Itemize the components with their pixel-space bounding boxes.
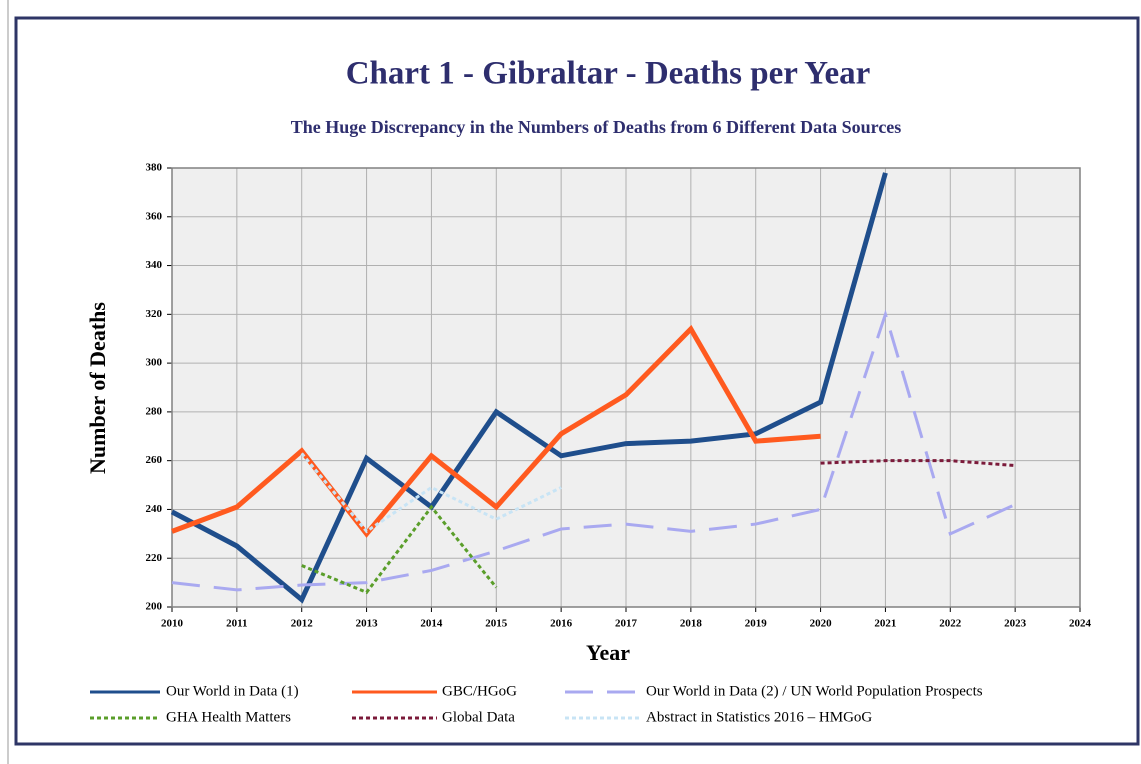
series-line [300, 452, 562, 534]
x-tick-label: 2018 [680, 618, 703, 630]
y-tick-label: 260 [146, 454, 163, 466]
legend-label: GBC/HGoG [442, 683, 517, 699]
x-tick-label: 2021 [874, 618, 896, 630]
x-tick-label: 2014 [420, 618, 443, 630]
y-tick-label: 200 [146, 601, 163, 613]
y-tick-label: 220 [146, 552, 163, 564]
y-tick-label: 380 [146, 162, 163, 174]
y-tick-label: 360 [146, 210, 163, 222]
y-tick-label: 320 [146, 308, 163, 320]
x-tick-label: 2022 [939, 618, 962, 630]
x-tick-label: 2017 [615, 618, 638, 630]
chart-title: Chart 1 - Gibraltar - Deaths per Year [346, 56, 871, 92]
series-line [171, 309, 1016, 592]
legend-label: Our World in Data (1) [166, 683, 299, 699]
series-line [820, 459, 1016, 468]
x-tick-label: 2020 [810, 618, 833, 630]
x-tick-label: 2010 [161, 618, 184, 630]
x-tick-label: 2023 [1004, 618, 1027, 630]
x-tick-label: 2013 [356, 618, 379, 630]
legend-label: Global Data [442, 709, 515, 725]
y-tick-label: 300 [146, 357, 163, 369]
x-tick-label: 2016 [550, 618, 573, 630]
plot-border [171, 167, 1081, 608]
series-line [170, 172, 888, 604]
x-axis-label: Year [586, 640, 630, 665]
y-tick-label: 340 [146, 259, 163, 271]
series-line [301, 504, 498, 595]
legend-label: Our World in Data (2) / UN World Populat… [646, 683, 983, 699]
x-tick-label: 2019 [745, 618, 768, 630]
y-axis-label: Number of Deaths [85, 302, 110, 474]
x-tick-label: 2024 [1069, 618, 1092, 630]
chart-subtitle: The Huge Discrepancy in the Numbers of D… [291, 117, 902, 137]
series-line [171, 324, 821, 538]
x-tick-label: 2015 [485, 618, 508, 630]
legend-label: GHA Health Matters [166, 709, 291, 725]
y-tick-label: 280 [146, 405, 163, 417]
legend-label: Abstract in Statistics 2016 – HMGoG [646, 709, 872, 725]
y-tick-label: 240 [146, 503, 163, 515]
x-tick-label: 2012 [291, 618, 314, 630]
x-tick-label: 2011 [226, 618, 247, 630]
